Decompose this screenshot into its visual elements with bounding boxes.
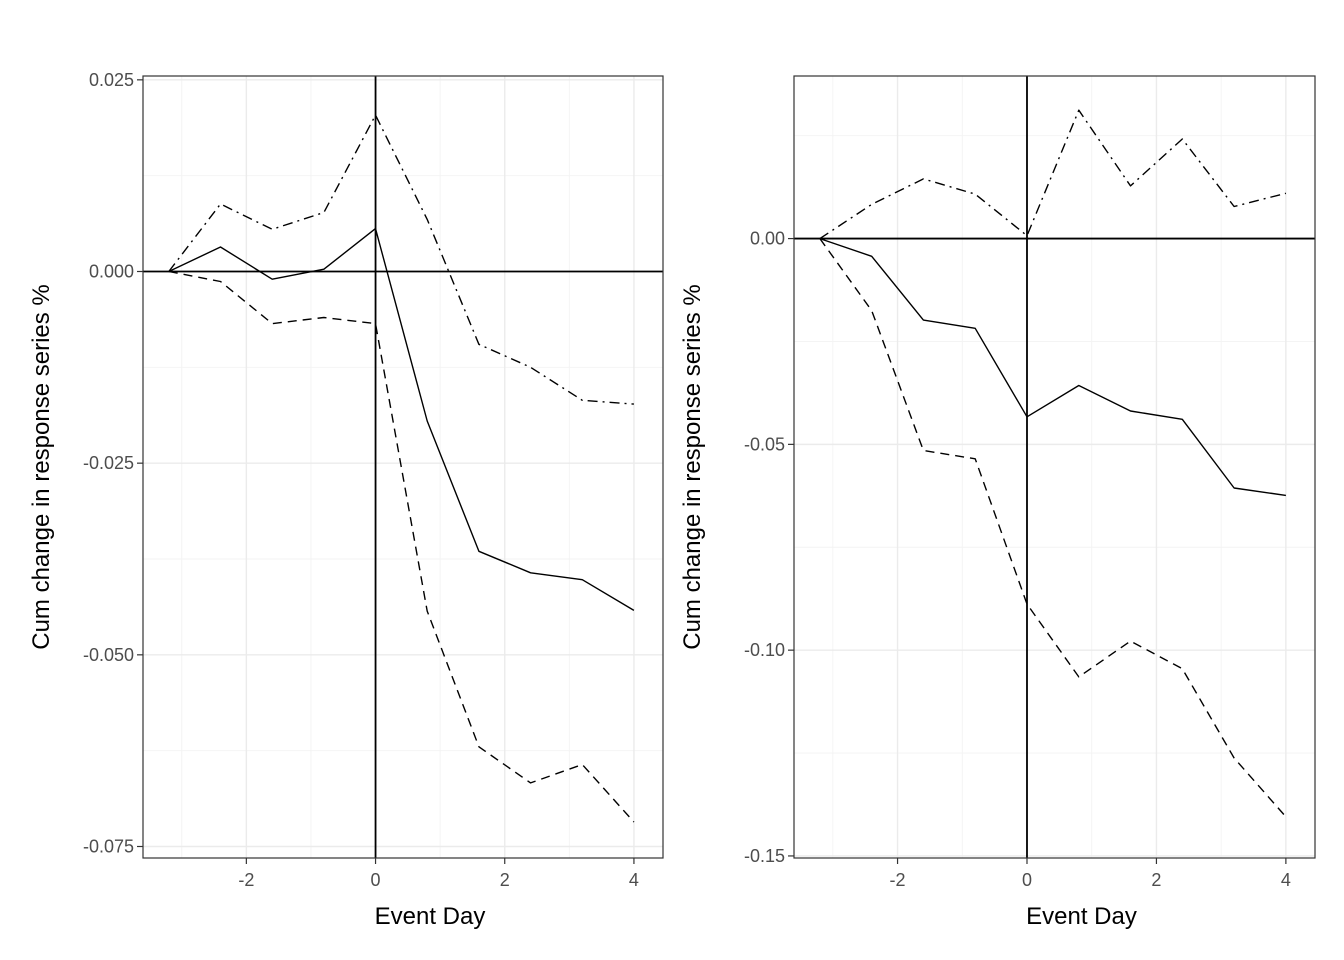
left-y-tick-label: -0.075 [83,837,134,857]
right-series-dashdot-line [819,109,1287,240]
left-series-dashdot-line [168,114,634,405]
left-x-axis-title: Event Day [375,903,486,930]
right-x-tick-label: 2 [1151,870,1161,890]
right-series-lines [819,109,1287,818]
left-reference-lines [143,76,663,858]
left-y-tick-label: -0.050 [83,645,134,665]
left-y-tick-label: 0.025 [89,70,134,90]
left-chart-panel: -2 0 2 4 0.025 0.000 -0.025 -0.050 -0.075 Event … [28,70,664,930]
right-y-tick-label: 0.00 [750,229,785,249]
left-series-dashed-line [168,270,635,823]
right-axis-ticks: -2 0 2 4 0.00 -0.05 -0.10 -0.15 [744,229,1291,890]
left-x-tick-label: 4 [629,870,639,890]
right-x-axis-title: Event Day [1026,903,1137,930]
right-y-tick-label: -0.05 [744,434,785,454]
right-x-tick-label: 4 [1281,870,1291,890]
left-y-tick-label: -0.025 [83,453,134,473]
right-series-solid-line [819,237,1286,497]
left-y-axis-title: Cum change in response series % [28,284,55,650]
right-panel-border [793,75,1316,859]
right-y-tick-label: -0.10 [744,640,785,660]
right-series-dashed-line [819,238,1287,818]
right-x-tick-label: -2 [890,870,906,890]
right-chart-panel: -2 0 2 4 0.00 -0.05 -0.10 -0.15 Event Day Cum c… [679,75,1316,930]
left-axis-ticks: -2 0 2 4 0.025 0.000 -0.025 -0.050 -0.075 [83,70,639,890]
right-y-axis-title: Cum change in response series % [679,284,706,650]
left-series-lines [168,114,635,823]
left-series-solid-line [168,227,635,612]
right-reference-lines [794,76,1315,858]
left-y-tick-label: 0.000 [89,262,134,282]
left-x-tick-label: 0 [371,870,381,890]
left-x-tick-label: 2 [500,870,510,890]
right-y-tick-label: -0.15 [744,846,785,866]
left-x-tick-label: -2 [238,870,254,890]
right-x-tick-label: 0 [1022,870,1032,890]
left-panel-border [142,75,664,859]
